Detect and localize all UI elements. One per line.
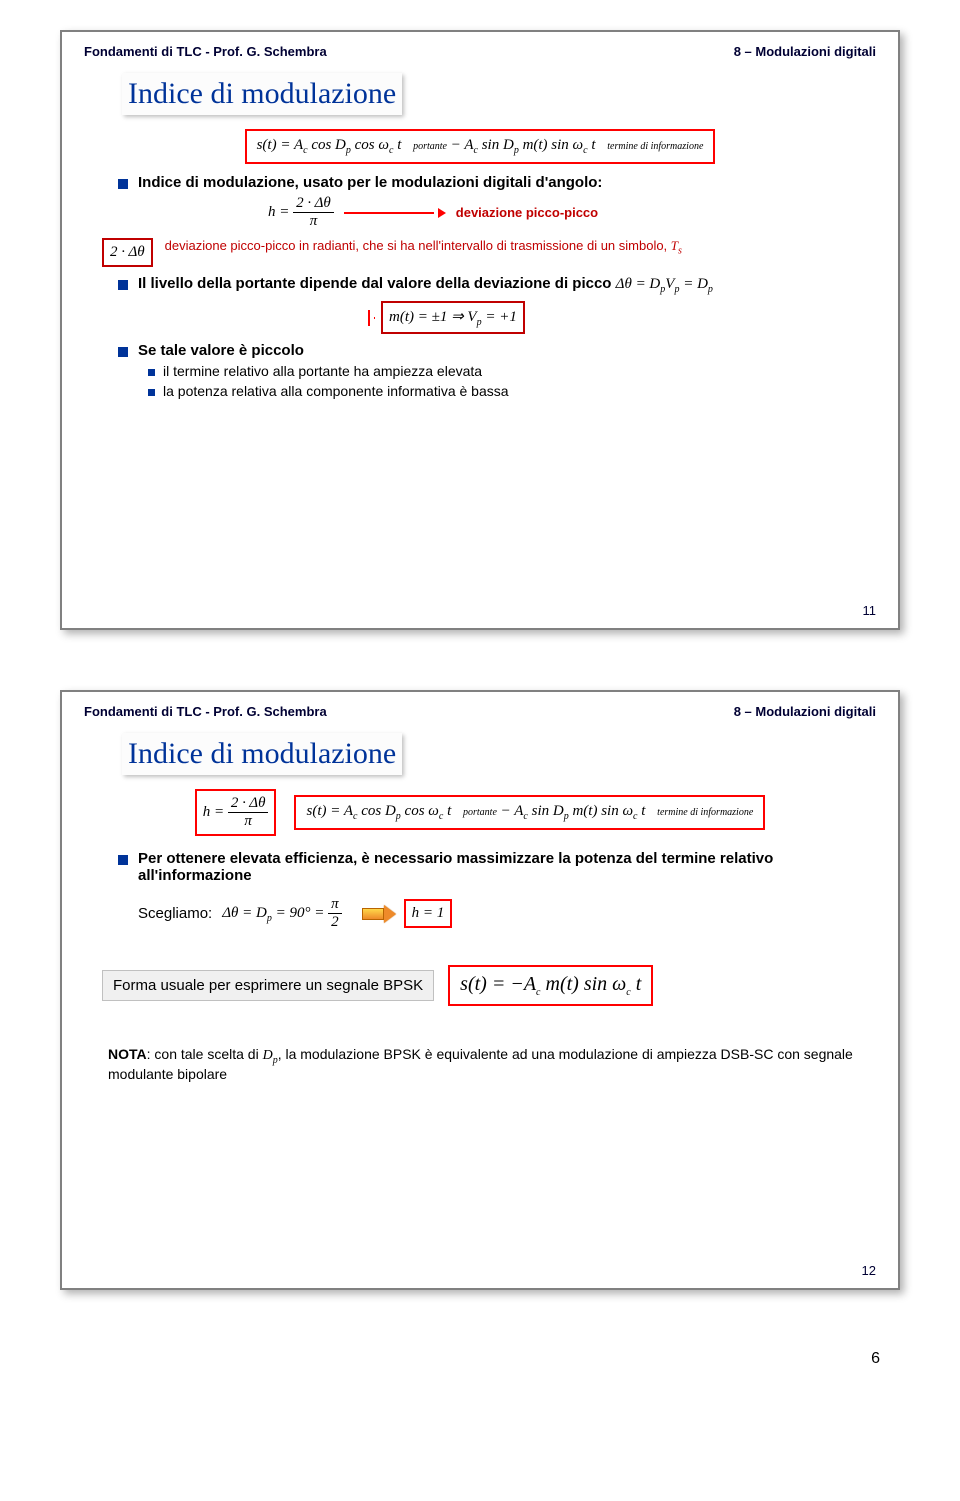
h-lhs2: h =	[203, 804, 224, 820]
bullet-icon	[118, 179, 128, 189]
side-annotation: 2 · Δθ deviazione picco-picco in radiant…	[102, 238, 858, 267]
sceg-eq2: = 90° =	[272, 905, 325, 921]
document-page-number: 6	[60, 1350, 900, 1368]
forma-eq3: t	[631, 973, 642, 995]
main-formula-box-2: s(t) = Ac cos Dp cos ωc t portante − Ac	[294, 795, 765, 830]
h-num2: 2 · Δθ	[228, 795, 269, 813]
arrow-icon	[356, 906, 390, 922]
header-right: 8 – Modulazioni digitali	[734, 704, 876, 719]
mt-eq: m(t) = ±1 ⇒ V	[389, 309, 477, 325]
h-lhs: h =	[268, 204, 289, 220]
ub-info: termine di informazione	[607, 141, 703, 152]
b2a: Il livello della portante dipende dal va…	[138, 275, 616, 292]
bpsk-row: Forma usuale per esprimere un segnale BP…	[102, 965, 858, 1006]
b1-text: Indice di modulazione, usato per le modu…	[138, 174, 602, 191]
f-port: cos D	[311, 137, 346, 153]
ts-sub: s	[678, 246, 682, 257]
h-den2: π	[228, 813, 269, 830]
sub-bullet-1: il termine relativo alla portante ha amp…	[148, 363, 858, 379]
slide-title: Indice di modulazione	[128, 77, 396, 110]
h-equals-1-box: h = 1	[404, 899, 453, 928]
slide-2: Fondamenti di TLC - Prof. G. Schembra 8 …	[60, 690, 900, 1290]
forma-label: Forma usuale per esprimere un segnale BP…	[102, 970, 434, 1001]
bullet-icon	[118, 347, 128, 357]
ub-portante: portante	[463, 807, 497, 818]
f-sin: sin D	[482, 137, 514, 153]
sceg-label: Scegliamo:	[138, 905, 212, 922]
nota1: : con tale scelta di	[147, 1046, 263, 1062]
title-band: Indice di modulazione	[122, 73, 858, 115]
f-mt: m(t) sin ω	[572, 803, 633, 819]
ts: T	[671, 238, 678, 253]
side-text: deviazione picco-picco in radianti, che …	[165, 238, 671, 253]
header-left: Fondamenti di TLC - Prof. G. Schembra	[84, 704, 327, 719]
slide-header: Fondamenti di TLC - Prof. G. Schembra 8 …	[62, 692, 898, 727]
sceg-den: 2	[328, 914, 342, 931]
slide2-content: Per ottenere elevata efficienza, è neces…	[62, 850, 898, 1092]
bullet-s2-1: Per ottenere elevata efficienza, è neces…	[118, 850, 858, 884]
bpsk-formula-box: s(t) = −Ac m(t) sin ωc t	[448, 965, 653, 1006]
ub-portante: portante	[413, 141, 447, 152]
subbullet-icon	[148, 389, 155, 396]
subbullet-icon	[148, 369, 155, 376]
title-box: Indice di modulazione	[122, 733, 402, 775]
dev-label: deviazione picco-picco	[456, 205, 598, 220]
mt-eq2: = +1	[482, 309, 517, 325]
b2eq3: = D	[679, 276, 707, 292]
h-formula-box: h = 2 · Δθ π	[195, 789, 277, 836]
bullet-icon	[118, 855, 128, 865]
s2b1: Per ottenere elevata efficienza, è neces…	[138, 850, 773, 884]
h-den: π	[293, 213, 334, 230]
ub-info: termine di informazione	[657, 807, 753, 818]
f-t1: t	[397, 137, 401, 153]
main-formula-box: s(t) = Ac cos Dp cos ωc t portante − Ac	[245, 129, 716, 164]
formula-row: h = 2 · Δθ π s(t) = Ac cos Dp cos ωc t	[62, 789, 898, 836]
slide-page-number: 12	[862, 1263, 876, 1278]
f-cos: cos ω	[355, 137, 389, 153]
mt-box: m(t) = ±1 ⇒ Vp = +1	[381, 301, 525, 334]
arrow-dev	[344, 208, 446, 218]
title-box: Indice di modulazione	[122, 73, 402, 115]
two-delta-theta-box: 2 · Δθ	[102, 238, 153, 267]
scegliamo-row: Scegliamo: Δθ = Dp = 90° = π 2 h = 1	[138, 896, 858, 931]
f-mt: m(t) sin ω	[523, 137, 584, 153]
f-cos: cos ω	[405, 803, 439, 819]
h-num: 2 · Δθ	[293, 195, 334, 213]
b3: Se tale valore è piccolo	[138, 342, 304, 359]
b2eq: Δθ = D	[616, 276, 661, 292]
f-t2: t	[591, 137, 595, 153]
slide-header: Fondamenti di TLC - Prof. G. Schembra 8 …	[62, 32, 898, 67]
slide1-content: Indice di modulazione, usato per le modu…	[62, 174, 898, 413]
bullet-1: Indice di modulazione, usato per le modu…	[118, 174, 858, 230]
f-minus: − A	[501, 803, 524, 819]
f-minus: − A	[451, 137, 474, 153]
title-band: Indice di modulazione	[122, 733, 858, 775]
f-port: cos D	[361, 803, 396, 819]
forma-eq2: m(t) sin ω	[541, 973, 627, 995]
page: Fondamenti di TLC - Prof. G. Schembra 8 …	[0, 0, 960, 1408]
f-lhs: s(t) = A	[257, 137, 304, 153]
slide-1: Fondamenti di TLC - Prof. G. Schembra 8 …	[60, 30, 900, 630]
slide-page-number: 11	[863, 603, 877, 618]
header-right: 8 – Modulazioni digitali	[734, 44, 876, 59]
bullet-icon	[118, 280, 128, 290]
f-lhs: s(t) = A	[306, 803, 353, 819]
f-sin: sin D	[532, 803, 564, 819]
header-left: Fondamenti di TLC - Prof. G. Schembra	[84, 44, 327, 59]
f-t1: t	[447, 803, 451, 819]
forma-eq: s(t) = −A	[460, 973, 536, 995]
bullet-3: Se tale valore è piccolo	[118, 342, 858, 359]
nota-block: NOTA: con tale scelta di Dp, la modulazi…	[108, 1046, 858, 1082]
bullet-2: Il livello della portante dipende dal va…	[118, 275, 858, 334]
f-t2: t	[641, 803, 645, 819]
sceg-eq1: Δθ = D	[222, 905, 267, 921]
slide-title: Indice di modulazione	[128, 737, 396, 770]
sb1: il termine relativo alla portante ha amp…	[163, 363, 482, 379]
nota-b: NOTA	[108, 1046, 147, 1062]
sub-bullet-2: la potenza relativa alla componente info…	[148, 383, 858, 399]
formula-area: s(t) = Ac cos Dp cos ωc t portante − Ac	[62, 129, 898, 164]
sceg-num: π	[328, 896, 342, 914]
sb2: la potenza relativa alla componente info…	[163, 383, 509, 399]
nota-dp: D	[263, 1048, 273, 1063]
